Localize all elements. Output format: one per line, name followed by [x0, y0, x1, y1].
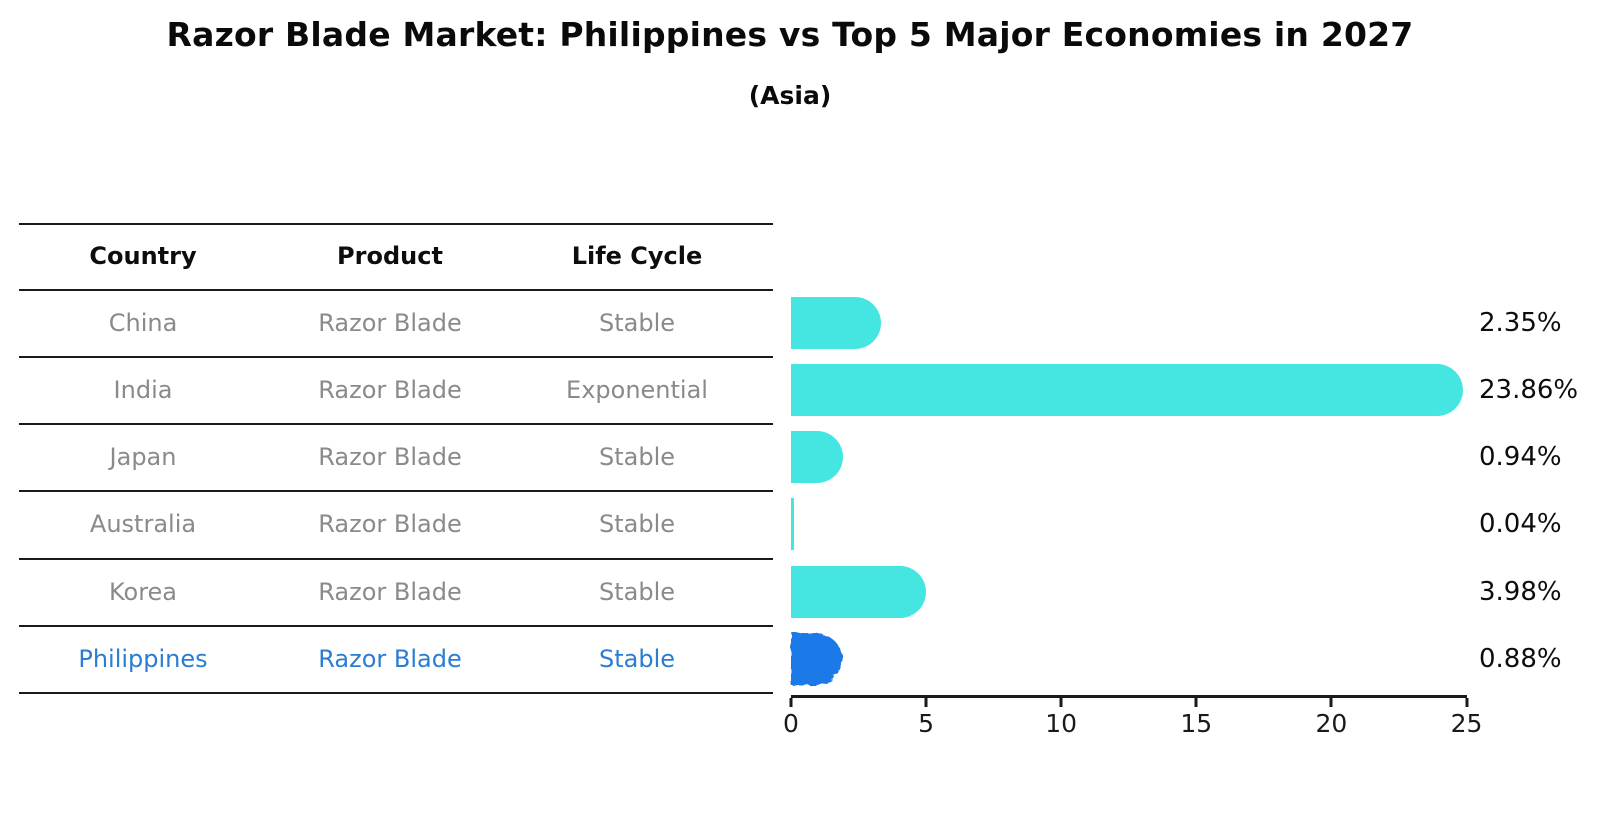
lifecycle-cell: Stable [598, 308, 676, 337]
country-cell: Australia [89, 510, 197, 538]
table-divider [19, 289, 773, 291]
bar-value-label: 23.86% [1479, 374, 1579, 405]
bar [791, 296, 882, 349]
x-axis-tick [1194, 698, 1198, 707]
bar [791, 363, 1463, 416]
country-cell: India [113, 375, 173, 404]
bar [791, 430, 844, 483]
x-axis-tick-label: 10 [1045, 709, 1078, 738]
x-axis-tick [789, 698, 793, 707]
bar-value-label: 3.98% [1479, 576, 1562, 607]
country-cell: Japan [109, 442, 177, 471]
country-cell: Philippines [78, 644, 208, 673]
bar [791, 498, 794, 550]
lifecycle-cell: Stable [598, 577, 676, 606]
header-product: Product [337, 242, 443, 270]
table-divider [19, 223, 773, 225]
x-axis-spine [791, 695, 1467, 698]
table-divider [19, 625, 773, 627]
x-axis-tick-label: 0 [783, 709, 799, 738]
product-cell: Razor Blade [318, 308, 462, 337]
x-axis-tick-label: 5 [918, 709, 935, 738]
table-divider [19, 490, 773, 492]
x-axis-tick-label: 25 [1450, 709, 1483, 738]
table-divider [19, 356, 773, 358]
x-axis-tick [924, 698, 928, 707]
bar [791, 565, 926, 618]
lifecycle-cell: Stable [598, 510, 676, 538]
x-axis-tick [1329, 698, 1333, 707]
country-cell: China [108, 308, 178, 337]
product-cell: Razor Blade [318, 577, 462, 606]
table-divider [19, 692, 773, 694]
x-axis-tick [1059, 698, 1063, 707]
country-cell: Korea [108, 577, 178, 606]
table-divider [19, 558, 773, 560]
product-cell: Razor Blade [318, 375, 462, 404]
x-axis-tick-label: 15 [1180, 709, 1213, 738]
lifecycle-cell: Stable [598, 442, 676, 471]
chart-title: Razor Blade Market: Philippines vs Top 5… [166, 15, 1414, 54]
bar-value-label: 2.35% [1479, 307, 1562, 338]
lifecycle-cell: Exponential [566, 375, 708, 404]
product-cell: Razor Blade [318, 510, 462, 538]
header-country: Country [89, 242, 197, 270]
bar [791, 632, 842, 685]
product-cell: Razor Blade [318, 644, 462, 673]
bar-value-label: 0.04% [1479, 509, 1562, 539]
table-divider [19, 423, 773, 425]
chart-subtitle: (Asia) [748, 81, 832, 110]
lifecycle-cell: Stable [598, 644, 676, 673]
bar-value-label: 0.94% [1479, 441, 1562, 472]
x-axis-tick [1465, 698, 1468, 707]
x-axis-tick-label: 20 [1315, 709, 1348, 738]
bar-value-label: 0.88% [1479, 643, 1562, 674]
product-cell: Razor Blade [318, 442, 462, 471]
header-lifecycle: Life Cycle [571, 242, 703, 270]
